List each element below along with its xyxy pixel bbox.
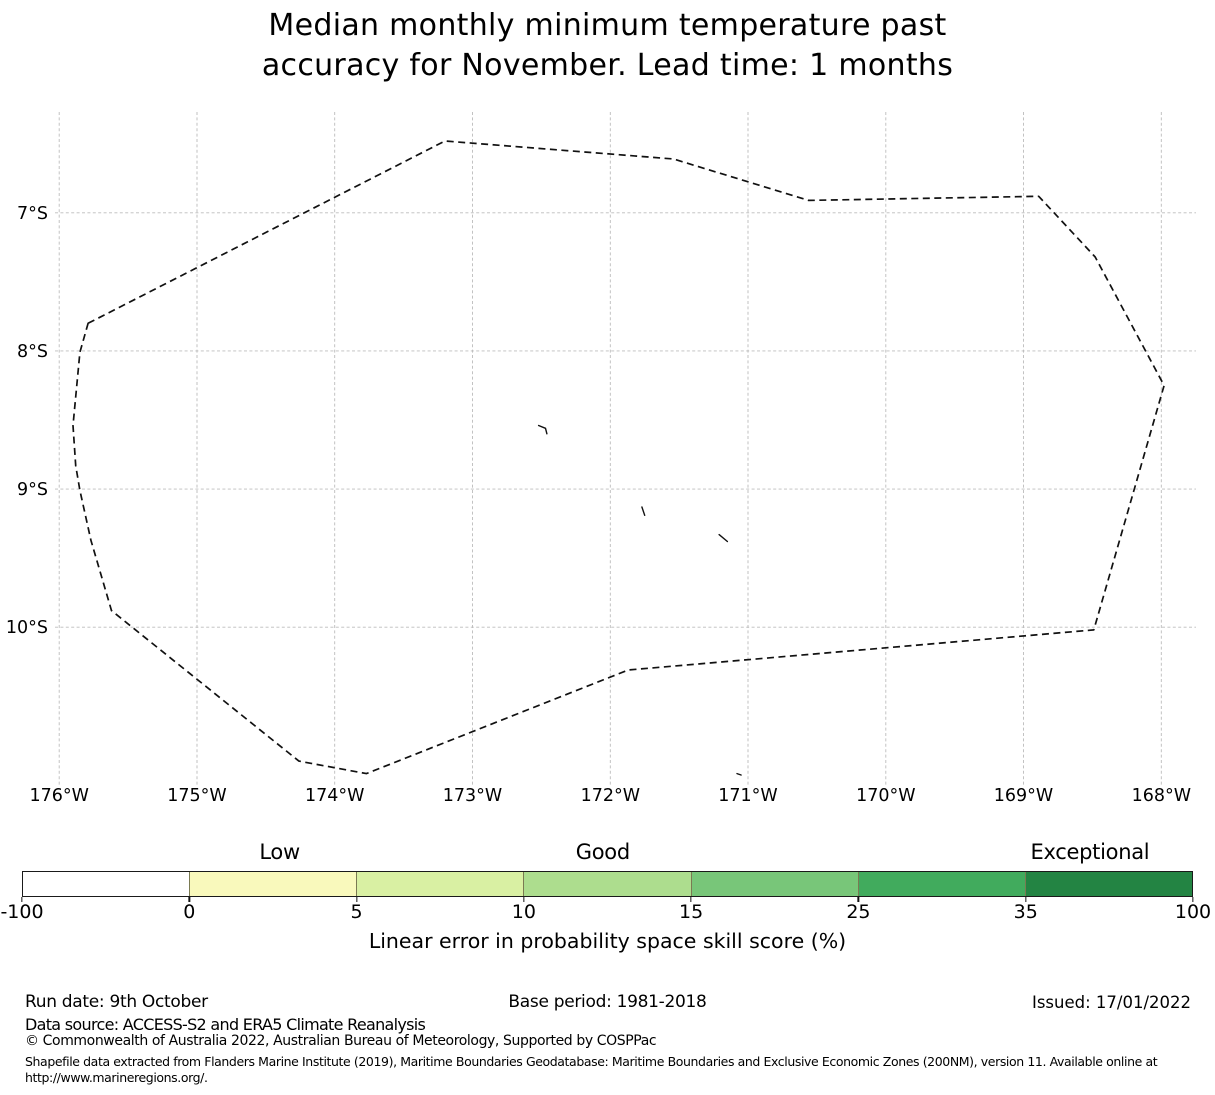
colorbar-category-labels: Low Good Exceptional (22, 840, 1193, 868)
chart-title: Median monthly minimum temperature past … (0, 6, 1215, 86)
colorbar-tick (355, 897, 358, 902)
colorbar-category-exceptional: Exceptional (1030, 840, 1150, 864)
shapefile-attribution-line1: Shapefile data extracted from Flanders M… (25, 1054, 1158, 1069)
colorbar-tick-label: 15 (679, 901, 704, 923)
colorbar-ticks (21, 897, 1194, 903)
colorbar-tick (857, 897, 860, 902)
colorbar-segment (23, 872, 190, 896)
colorbar-tick (690, 897, 692, 902)
y-axis-tick-label: 7°S (17, 204, 48, 224)
y-axis-tick-label: 10°S (6, 618, 48, 638)
colorbar-tick-label: 35 (1013, 901, 1038, 923)
run-date-text: Run date: 9th October (25, 992, 208, 1012)
colorbar-segment (690, 872, 858, 896)
colorbar-segment (1024, 872, 1192, 896)
map-plot: 176°W 175°W 174°W 173°W 172°W 171°W 170°W 169°W… (6, 112, 1196, 806)
colorbar-tick-label: 10 (511, 901, 536, 923)
colorbar-category-low: Low (259, 840, 300, 864)
data-source-text: Data source: ACCESS-S2 and ERA5 Climate … (25, 1015, 426, 1034)
colorbar-tick-label: 5 (350, 901, 363, 923)
island-marker (641, 506, 646, 516)
x-axis-tick-label: 176°W (29, 786, 88, 806)
issued-date-text: Issued: 17/01/2022 (1031, 993, 1191, 1012)
x-axis-tick-label: 171°W (718, 786, 777, 806)
copyright-text: © Commonwealth of Australia 2022, Austra… (25, 1033, 657, 1049)
colorbar-tick (1025, 897, 1027, 902)
colorbar-tick-label: 25 (846, 901, 871, 923)
x-axis-tick-label: 173°W (443, 786, 502, 806)
colorbar-tick-labels: -100 0 5 10 15 25 35 100 (0, 901, 1211, 925)
x-axis-tick-label: 172°W (581, 786, 640, 806)
colorbar-segment (857, 872, 1025, 896)
colorbar-tick (21, 897, 23, 902)
x-axis-tick-label: 169°W (994, 786, 1053, 806)
base-period-text: Base period: 1981-2018 (508, 992, 707, 1012)
colorbar-tick (1192, 897, 1194, 902)
colorbar-title: Linear error in probability space skill … (368, 929, 847, 953)
colorbar-tick-label: 0 (183, 901, 196, 923)
colorbar-segment (189, 872, 357, 896)
x-axis-tick-label: 174°W (305, 786, 364, 806)
colorbar (22, 871, 1193, 897)
island-marker (736, 772, 742, 776)
colorbar-tick (523, 897, 525, 902)
y-axis-tick-label: 9°S (17, 480, 48, 500)
shapefile-attribution-text: Shapefile data extracted from Flanders M… (25, 1054, 1205, 1086)
x-axis-tick-label: 168°W (1132, 786, 1191, 806)
island-marker (718, 533, 729, 543)
y-axis-tick-label: 8°S (17, 342, 48, 362)
colorbar-tick-label: 100 (1174, 901, 1212, 923)
colorbar-tick-label: -100 (0, 901, 44, 923)
eez-boundary-outline (72, 140, 1165, 775)
x-axis-tick-label: 170°W (856, 786, 915, 806)
colorbar-tick (188, 897, 190, 902)
chart-title-line1: Median monthly minimum temperature past (268, 8, 947, 43)
x-axis-tick-label: 175°W (167, 786, 226, 806)
shapefile-attribution-line2: http://www.marineregions.org/. (25, 1070, 208, 1085)
chart-title-line2: accuracy for November. Lead time: 1 mont… (261, 48, 954, 83)
colorbar-segment (523, 872, 691, 896)
colorbar-category-good: Good (575, 840, 630, 864)
island-marker (537, 424, 548, 435)
colorbar-segment (356, 872, 524, 896)
